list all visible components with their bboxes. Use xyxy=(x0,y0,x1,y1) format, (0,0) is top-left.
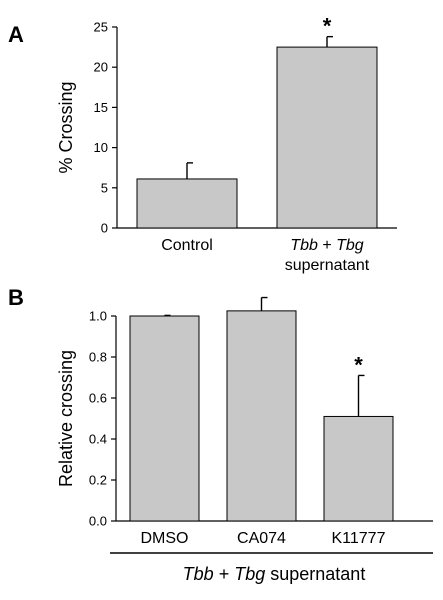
x-tick-label-run: Tbb xyxy=(290,237,318,254)
y-tick-label: 15 xyxy=(94,100,108,115)
y-tick-label: 10 xyxy=(94,140,108,155)
y-tick-label: 5 xyxy=(101,180,108,195)
x-tick-label-run: K11777 xyxy=(332,530,386,547)
x-tick-label: CA074 xyxy=(237,530,286,547)
x-tick-label-run: CA074 xyxy=(237,530,286,547)
bar xyxy=(323,415,394,522)
y-tick-label: 20 xyxy=(94,60,108,75)
x-tick-label-run: Control xyxy=(161,237,213,254)
x-tick-label-run: + xyxy=(318,237,336,254)
bar xyxy=(226,310,297,522)
group-label-run: + xyxy=(214,564,235,584)
group-label-run: Tbb xyxy=(183,564,214,584)
y-tick-label: 0.0 xyxy=(89,514,107,529)
y-axis-label: Relative crossing xyxy=(56,350,76,487)
panel-label-a: A xyxy=(8,22,24,47)
x-tick-label: Control xyxy=(161,237,213,254)
x-tick-label-run: DMSO xyxy=(141,530,189,547)
x-tick-label: supernatant xyxy=(285,257,370,274)
y-tick-label: 0.4 xyxy=(89,432,107,447)
group-label: Tbb + Tbg supernatant xyxy=(183,564,366,584)
x-tick-label: Tbb + Tbg xyxy=(290,237,363,254)
bar xyxy=(276,46,378,229)
x-tick-label-run: Tbg xyxy=(336,237,364,254)
group-label-run: supernatant xyxy=(265,564,365,584)
x-tick-label: K11777 xyxy=(332,530,386,547)
y-tick-label: 0.8 xyxy=(89,350,107,365)
y-tick-label: 0 xyxy=(101,221,108,236)
significance-marker: * xyxy=(323,14,332,39)
y-tick-label: 0.2 xyxy=(89,473,107,488)
x-tick-label: DMSO xyxy=(141,530,189,547)
y-tick-label: 0.6 xyxy=(89,391,107,406)
x-tick-label-run: supernatant xyxy=(285,257,370,274)
y-tick-label: 1.0 xyxy=(89,309,107,324)
bar xyxy=(136,178,238,229)
y-tick-label: 25 xyxy=(94,20,108,35)
group-label-run: Tbg xyxy=(234,564,265,584)
significance-marker: * xyxy=(354,352,363,377)
bar xyxy=(129,315,200,522)
y-axis-label: % Crossing xyxy=(56,81,76,173)
panel-label-b: B xyxy=(8,285,24,310)
